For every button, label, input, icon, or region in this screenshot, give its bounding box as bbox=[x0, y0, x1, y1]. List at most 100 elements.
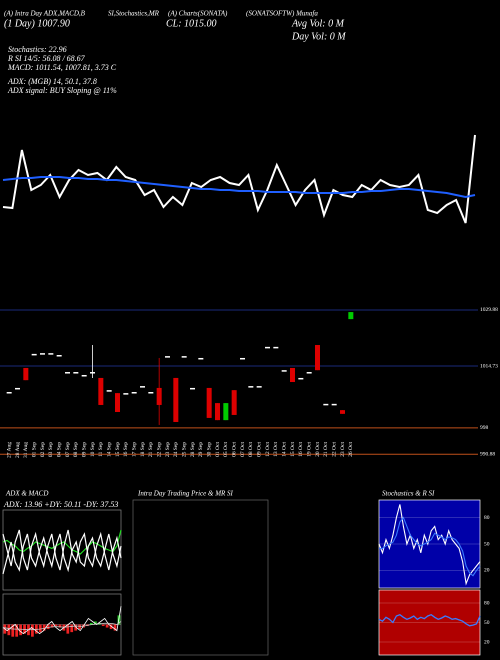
panel-title: Stochastics & R SI bbox=[382, 490, 435, 498]
histogram-bar bbox=[70, 624, 74, 633]
histogram-bar bbox=[109, 624, 113, 630]
y-tick-label: 1029.88 bbox=[480, 307, 498, 313]
x-tick-label: 04 Sep bbox=[56, 442, 62, 457]
y-tick-label: 80 bbox=[484, 600, 490, 606]
x-tick-label: 09 Oct bbox=[256, 442, 262, 457]
histogram-bar bbox=[42, 624, 46, 631]
y-tick-label: 998 bbox=[480, 425, 489, 431]
candle-body bbox=[315, 345, 320, 371]
x-tick-label: 14 Sep bbox=[106, 442, 112, 457]
x-tick-label: 28 Sep bbox=[190, 442, 196, 457]
histogram-bar bbox=[66, 624, 70, 634]
panel-subtitle: ADX: 13.96 +DY: 50.11 -DY: 37.53 bbox=[3, 500, 118, 509]
x-tick-label: 10 Sep bbox=[90, 442, 96, 457]
candle-body bbox=[81, 374, 87, 377]
candle-body bbox=[156, 387, 162, 405]
x-tick-label: 18 Sep bbox=[140, 442, 146, 457]
y-tick-label: 20 bbox=[484, 639, 490, 645]
candle-body bbox=[48, 353, 54, 355]
header-avg-vol: Avg Vol: 0 M bbox=[291, 18, 345, 29]
histogram-bar bbox=[54, 624, 58, 627]
series-line bbox=[2, 176, 476, 199]
candle-body bbox=[265, 346, 270, 349]
x-tick-label: 17 Sep bbox=[131, 442, 137, 457]
series-line bbox=[2, 606, 122, 635]
histogram-bar bbox=[93, 621, 97, 625]
x-tick-label: 21 Sep bbox=[148, 442, 154, 457]
header-text: (SONATSOFTW) Munafa bbox=[246, 10, 318, 18]
candle-body bbox=[15, 387, 20, 390]
x-tick-label: 22 Oct bbox=[331, 442, 337, 457]
candle-body bbox=[256, 386, 262, 388]
histogram-bar bbox=[58, 624, 62, 628]
x-tick-label: 20 Oct bbox=[315, 442, 321, 457]
header-close: CL: 1015.00 bbox=[166, 18, 217, 29]
candle-body bbox=[98, 377, 104, 405]
x-tick-label: 06 Oct bbox=[231, 442, 237, 457]
candle-body bbox=[56, 355, 62, 357]
candle-body bbox=[240, 357, 245, 360]
x-tick-label: 12 Oct bbox=[265, 442, 271, 457]
series-line bbox=[378, 613, 481, 627]
candle-body bbox=[106, 390, 112, 392]
series-line bbox=[2, 134, 476, 224]
series-line bbox=[379, 516, 481, 577]
histogram-bar bbox=[38, 624, 42, 633]
x-tick-label: 30 Sep bbox=[206, 442, 212, 457]
candle-body bbox=[248, 386, 254, 388]
candle-body bbox=[190, 387, 195, 390]
histogram-bar bbox=[46, 624, 50, 630]
histogram-bar bbox=[31, 624, 34, 637]
histogram-bar bbox=[78, 624, 81, 630]
candle-body bbox=[65, 372, 70, 374]
histogram-bar bbox=[74, 624, 78, 631]
y-tick-label: 1014.73 bbox=[480, 363, 498, 369]
x-tick-label: 22 Sep bbox=[156, 442, 162, 457]
x-tick-label: 14 Oct bbox=[281, 442, 287, 457]
x-tick-label: 29 Sep bbox=[198, 442, 204, 457]
x-tick-label: 11 Sep bbox=[98, 442, 104, 457]
x-tick-label: 16 Sep bbox=[123, 442, 129, 457]
histogram-bar bbox=[90, 622, 93, 625]
series-line bbox=[2, 621, 122, 631]
candle-body bbox=[290, 367, 295, 383]
histogram-bar bbox=[23, 624, 26, 634]
x-tick-label: 13 Oct bbox=[273, 442, 279, 457]
histogram-bar bbox=[101, 624, 105, 627]
candle-body bbox=[340, 410, 345, 414]
candle-body bbox=[148, 392, 154, 394]
histogram-bar bbox=[50, 624, 54, 628]
header-day-vol: Day Vol: 0 M bbox=[291, 31, 346, 42]
x-tick-label: 25 Sep bbox=[181, 442, 187, 457]
panel-title: ADX & MACD bbox=[5, 490, 48, 498]
y-tick-label: 20 bbox=[484, 568, 490, 574]
candle-body bbox=[90, 372, 95, 374]
candle-body bbox=[165, 356, 170, 358]
y-tick-label: 80 bbox=[484, 515, 490, 521]
candle-body bbox=[273, 346, 279, 349]
x-tick-label: 07 Oct bbox=[240, 442, 246, 457]
candle-body bbox=[198, 357, 204, 360]
stat-text: MACD: 1011.54, 1007.81, 3.73 C bbox=[7, 63, 117, 72]
candle-body bbox=[331, 403, 337, 406]
candle-body bbox=[306, 372, 312, 374]
y-tick-label: 990.88 bbox=[480, 452, 495, 458]
candle-body bbox=[323, 403, 329, 406]
x-tick-label: 01 Sep bbox=[31, 442, 37, 457]
series-line bbox=[2, 529, 122, 571]
candle-body bbox=[231, 390, 237, 415]
candle-body bbox=[140, 386, 145, 388]
header-price: (1 Day) 1007.90 bbox=[4, 18, 70, 29]
candle-body bbox=[298, 377, 304, 380]
x-tick-label: 15 Oct bbox=[290, 442, 296, 457]
x-tick-label: 16 Oct bbox=[298, 442, 304, 457]
candle-body bbox=[23, 367, 29, 381]
x-tick-label: 23 Sep bbox=[165, 442, 171, 457]
x-tick-label: 24 Sep bbox=[173, 442, 179, 457]
candle-body bbox=[206, 387, 212, 418]
stat-text: R SI 14/5: 56.08 / 68.67 bbox=[7, 54, 86, 63]
candle-body bbox=[215, 403, 220, 421]
x-tick-label: 02 Sep bbox=[40, 442, 46, 457]
x-tick-label: 03 Sep bbox=[48, 442, 54, 457]
